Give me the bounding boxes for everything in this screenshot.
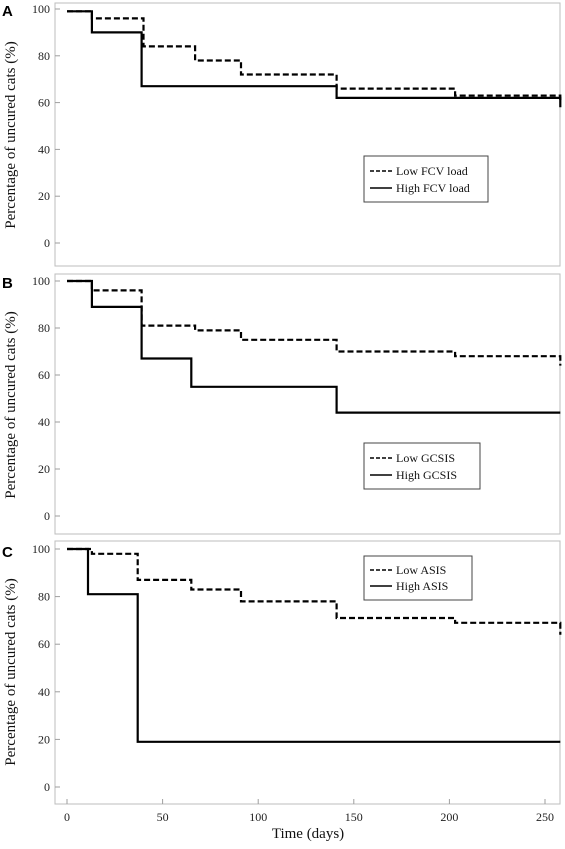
- y-tick-label: 0: [44, 236, 50, 250]
- y-tick-label: 60: [38, 96, 50, 110]
- y-tick-label: 20: [38, 462, 50, 476]
- panel-c-frame: [54, 540, 561, 805]
- y-tick-label: 80: [38, 590, 50, 604]
- panel-c-y-ticks: 0 20 40 60 80 100: [32, 542, 60, 794]
- panel-b-y-ticks: 0 20 40 60 80 100: [32, 274, 60, 523]
- series-line-high-fcv-load: [67, 10, 562, 108]
- y-tick-label: 0: [44, 509, 50, 523]
- panel-b: B Percentage of uncured cats (%) 0 20 40 60…: [2, 273, 562, 535]
- y-tick-label: 60: [38, 637, 50, 651]
- y-tick-label: 80: [38, 321, 50, 335]
- panel-c-legend-label-low: Low ASIS: [396, 563, 446, 577]
- x-tick-label: 200: [440, 810, 458, 824]
- panel-b-ylabel: Percentage of uncured cats (%): [3, 311, 19, 498]
- panel-b-series: [67, 279, 562, 414]
- panel-c-ylabel: Percentage of uncured cats (%): [3, 578, 19, 765]
- panel-a-frame: [54, 2, 561, 267]
- panel-a-legend-label-low: Low FCV load: [396, 164, 468, 178]
- panel-a-legend: Low FCV load High FCV load: [363, 155, 489, 203]
- panel-a-y-ticks: 0 20 40 60 80 100: [32, 2, 60, 250]
- y-tick-label: 20: [38, 732, 50, 746]
- panel-letter-b: B: [2, 275, 13, 292]
- y-tick-label: 60: [38, 368, 50, 382]
- x-tick-label: 250: [536, 810, 554, 824]
- x-tick-label: 0: [64, 810, 70, 824]
- y-tick-label: 20: [38, 189, 50, 203]
- x-tick-label: 100: [249, 810, 267, 824]
- panel-a-legend-label-high: High FCV load: [396, 181, 470, 195]
- panel-c-legend: Low ASIS High ASIS: [363, 555, 473, 601]
- panel-letter-a: A: [2, 3, 13, 20]
- y-tick-label: 40: [38, 415, 50, 429]
- panel-c-x-ticks: 0 50 100 150 200 250: [64, 799, 554, 824]
- series-line-low-gcsis: [67, 279, 562, 366]
- y-tick-label: 0: [44, 780, 50, 794]
- panel-b-legend: Low GCSIS High GCSIS: [363, 442, 481, 490]
- series-line-low-fcv-load: [67, 10, 562, 103]
- panel-b-legend-label-high: High GCSIS: [396, 468, 457, 482]
- y-tick-label: 100: [32, 2, 50, 16]
- y-tick-label: 40: [38, 142, 50, 156]
- x-tick-label: 50: [157, 810, 169, 824]
- panel-a-legend-box: [363, 155, 489, 203]
- y-tick-label: 40: [38, 685, 50, 699]
- x-axis-label: Time (days): [272, 826, 344, 842]
- panel-c: C Percentage of uncured cats (%) 0 20 40 60…: [2, 540, 562, 842]
- series-line-low-asis: [67, 547, 562, 635]
- series-line-high-gcsis: [67, 279, 561, 414]
- panel-b-legend-label-low: Low GCSIS: [396, 451, 455, 465]
- y-tick-label: 100: [32, 274, 50, 288]
- series-line-high-asis: [67, 547, 561, 743]
- panel-b-legend-box: [363, 442, 481, 490]
- panel-a-series: [67, 10, 562, 108]
- panel-b-frame: [54, 273, 561, 535]
- y-tick-label: 100: [32, 542, 50, 556]
- x-tick-label: 150: [345, 810, 363, 824]
- panel-c-series: [67, 547, 562, 743]
- panel-c-legend-label-high: High ASIS: [396, 579, 448, 593]
- panel-a-ylabel: Percentage of uncured cats (%): [3, 41, 19, 228]
- y-tick-label: 80: [38, 49, 50, 63]
- panel-letter-c: C: [2, 544, 13, 561]
- panel-a: A Percentage of uncured cats (%) 0 20 40 60…: [2, 2, 562, 267]
- panel-c-legend-box: [363, 555, 473, 601]
